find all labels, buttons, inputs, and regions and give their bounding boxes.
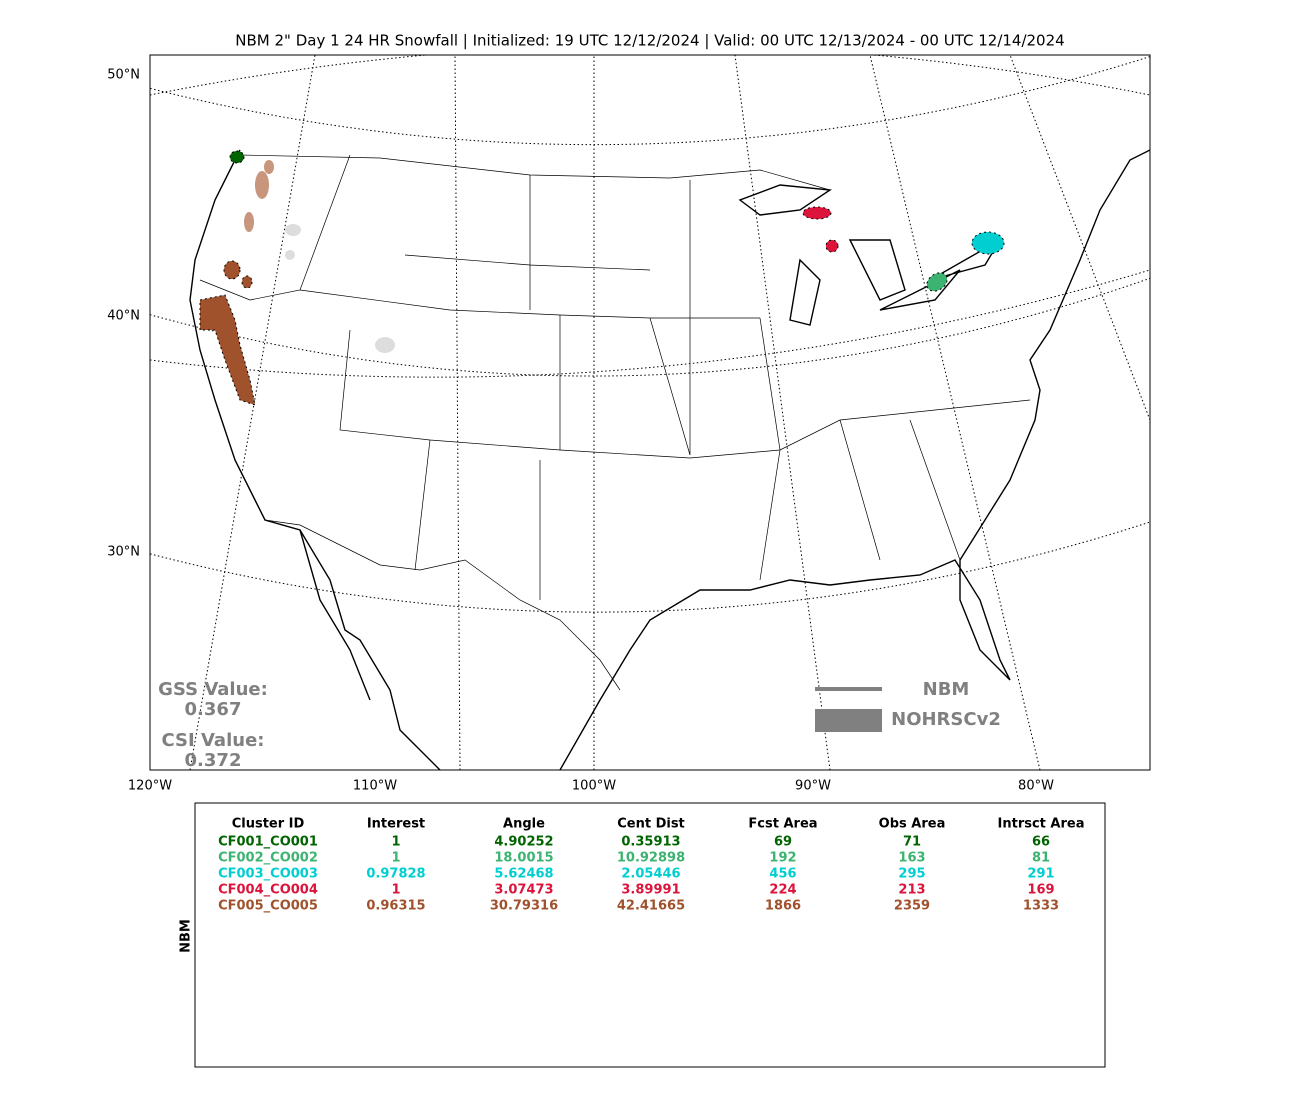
table-cell: 4.90252 [494,835,553,850]
legend-label: NBM [923,679,970,700]
lat-label: 50°N [107,68,140,83]
table-cell: 291 [1027,867,1054,882]
table-cell: 10.92898 [617,851,685,866]
lon-label: 120°W [128,779,172,794]
table-cell: 18.0015 [494,851,553,866]
table-cell: CF003_CO003 [218,867,318,882]
table-cell: 30.79316 [490,899,558,914]
lon-label: 80°W [1018,779,1054,794]
column-header: Intrsct Area [998,817,1085,832]
csi-label: CSI Value: [162,730,265,751]
table-cell: 2.05446 [621,867,680,882]
table-cell: 1 [391,883,400,898]
column-header: Interest [367,817,425,832]
snow-objects [199,150,1005,406]
lon-label: 100°W [572,779,616,794]
column-header: Angle [503,817,545,832]
table-cell: 5.62468 [494,867,553,882]
table-cell: 71 [903,835,921,850]
table-cell: 169 [1027,883,1054,898]
title: NBM 2" Day 1 24 HR Snowfall | Initialize… [235,32,1064,50]
lat-label: 40°N [107,309,140,324]
table-cell: 81 [1032,851,1050,866]
table-cell: 1 [391,835,400,850]
table-cell: 0.35913 [621,835,680,850]
table-cell: CF001_CO001 [218,835,318,850]
table-cell: 456 [769,867,796,882]
table-cell: 163 [898,851,925,866]
lon-label: 90°W [795,779,831,794]
table-cell: 1333 [1023,899,1059,914]
table-cell: 1866 [765,899,801,914]
table-cell: 1 [391,851,400,866]
table-frame [194,802,1106,1068]
table-cell: 192 [769,851,796,866]
legend-label: NOHRSCv2 [891,709,1001,730]
gss-value: 0.367 [185,699,242,720]
graticule [150,55,1150,770]
table-cell: 224 [769,883,796,898]
column-header: Cent Dist [617,817,685,832]
table-cell: 0.97828 [366,867,425,882]
gss-label: GSS Value: [158,679,268,700]
table-cell: 295 [898,867,925,882]
table-cell: CF002_CO002 [218,851,318,866]
csi-value: 0.372 [185,750,242,771]
table-cell: 66 [1032,835,1050,850]
table-cell: 42.41665 [617,899,685,914]
legend-patch [815,709,882,732]
table-cell: CF005_CO005 [218,899,318,914]
column-header: Obs Area [879,817,946,832]
column-header: Cluster ID [232,817,305,832]
obs-areas [244,160,274,232]
table-cell: 3.89991 [621,883,680,898]
table-cell: 0.96315 [366,899,425,914]
table-side-label: NBM [179,919,194,953]
borders [199,154,1031,691]
lat-label: 30°N [107,545,140,560]
table-cell: 69 [774,835,792,850]
table: Cluster ID Interest Angle Cent Dist Fcst Are… [218,817,1084,914]
map-frame [149,54,1151,771]
table-cell: 213 [898,883,925,898]
table-cell: CF004_CO004 [218,883,318,898]
table-cell: 2359 [894,899,930,914]
coastline [189,149,1150,770]
column-header: Fcst Area [748,817,817,832]
map: 50°N 40°N 30°N 120°W 110°W 100°W 90°W 80°W GSS … [107,54,1151,794]
table-cell: 3.07473 [494,883,553,898]
lon-label: 110°W [353,779,397,794]
